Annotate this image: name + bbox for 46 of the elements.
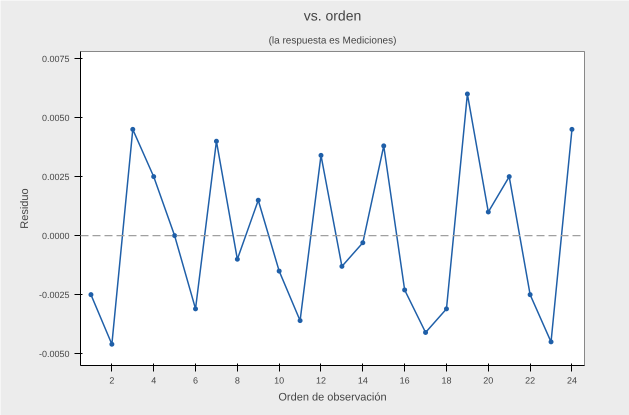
point <box>569 126 574 132</box>
point <box>444 306 449 312</box>
x-tick-label: 4 <box>151 376 156 386</box>
y-tick-label: -0.0050 <box>38 349 70 360</box>
point <box>193 306 198 312</box>
y-tick-label: 0.0075 <box>42 54 70 64</box>
point <box>360 240 366 246</box>
point <box>486 210 491 215</box>
x-tick-label: 22 <box>525 376 536 386</box>
point <box>423 330 428 335</box>
x-tick-label: 8 <box>234 376 240 386</box>
point <box>464 92 470 96</box>
point <box>88 292 94 298</box>
x-tick-label: 18 <box>441 376 452 386</box>
x-tick-label: 20 <box>483 376 494 386</box>
point <box>172 233 178 238</box>
y-tick-label: 0.0000 <box>42 231 70 242</box>
point <box>381 143 386 148</box>
y-tick-label: -0.0025 <box>38 290 70 300</box>
x-tick-label: 14 <box>358 376 368 386</box>
point <box>339 264 344 269</box>
point <box>214 138 219 144</box>
chart-subtitle: (la respuesta es Mediciones) <box>268 36 396 46</box>
point <box>276 268 282 274</box>
x-tick-label: 24 <box>566 376 577 386</box>
x-tick-label: 2 <box>109 376 114 386</box>
point <box>548 339 554 344</box>
x-tick-label: 6 <box>193 376 198 386</box>
point <box>402 287 408 292</box>
point <box>318 152 324 158</box>
point <box>506 174 512 180</box>
point <box>151 174 156 180</box>
x-tick-label: 10 <box>274 376 284 386</box>
point <box>298 318 303 324</box>
x-tick-label: 16 <box>400 376 410 386</box>
point <box>130 126 136 132</box>
x-tick-label: 12 <box>316 376 326 386</box>
point <box>528 292 533 298</box>
chart-title: vs. orden <box>304 8 362 24</box>
y-tick-label: 0.0050 <box>42 113 70 124</box>
y-axis-title: Residuo <box>18 188 31 229</box>
point <box>109 342 114 347</box>
point <box>256 198 261 203</box>
y-tick-label: 0.0025 <box>42 172 70 182</box>
point <box>234 256 240 262</box>
x-axis-title: Orden de observación <box>278 392 387 404</box>
